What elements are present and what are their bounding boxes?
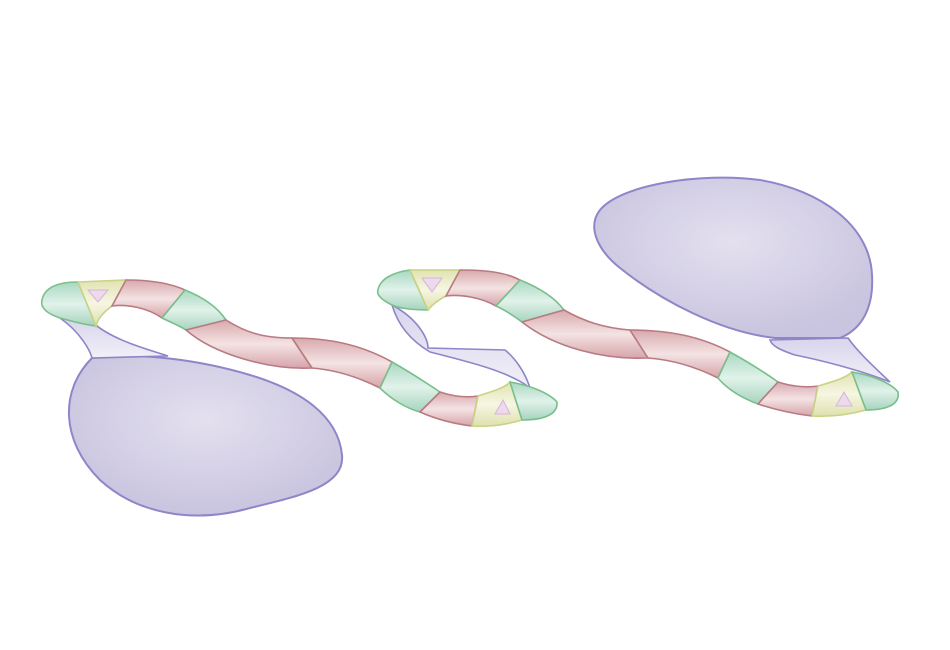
connector-right (768, 337, 891, 383)
blob-right (593, 176, 874, 339)
ribbon-loop-top-green (376, 269, 430, 311)
ribbon-body-middle (520, 309, 650, 360)
ribbon-body-middle-2 (628, 329, 732, 380)
ribbon-loop-middle-triangle (494, 398, 511, 415)
ribbon-loop-left-triangle (86, 289, 110, 303)
ribbon-loop-top-triangle (421, 277, 443, 293)
blob-left (67, 354, 344, 517)
ribbon-loop-right-triangle (835, 390, 853, 407)
connector-left (57, 317, 169, 359)
ribbon-loop-right-green2 (850, 370, 899, 411)
ribbon-body-left (184, 319, 314, 369)
ribbon-loop-middle-green2 (508, 380, 558, 421)
